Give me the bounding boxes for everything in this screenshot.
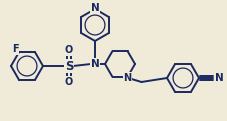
Text: N: N (91, 59, 99, 69)
Text: N: N (123, 73, 132, 83)
Text: S: S (65, 60, 73, 72)
Text: N: N (215, 73, 223, 83)
Text: O: O (65, 77, 73, 87)
Text: O: O (65, 45, 73, 55)
Text: F: F (12, 44, 18, 54)
Text: N: N (91, 3, 99, 13)
